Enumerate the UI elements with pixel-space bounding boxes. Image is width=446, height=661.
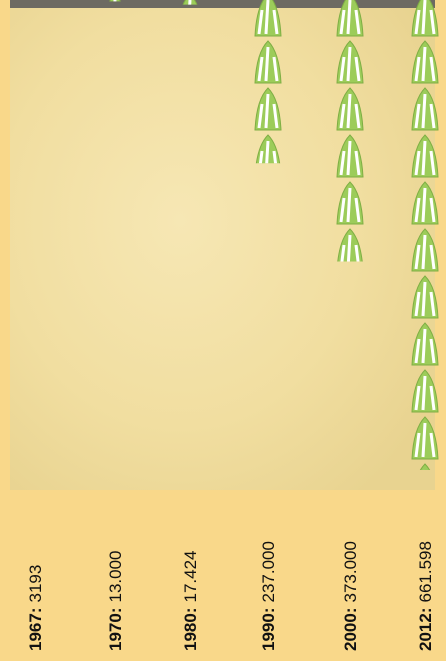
year-label: 1980:	[181, 608, 200, 651]
year-label: 1990:	[259, 608, 278, 651]
column-label: 1967: 3193	[26, 565, 45, 651]
top-strip	[10, 0, 435, 8]
year-label: 2012:	[416, 608, 435, 651]
value-label: 3193	[26, 565, 45, 603]
value-label: 17.424	[181, 551, 200, 603]
column-label: 1990: 237.000	[259, 541, 278, 651]
year-label: 2000:	[341, 608, 360, 651]
value-label: 661.598	[416, 541, 435, 602]
column-label: 1970: 13.000	[106, 551, 125, 651]
year-label: 1970:	[106, 608, 125, 651]
value-label: 13.000	[106, 551, 125, 603]
column-label: 2000: 373.000	[341, 541, 360, 651]
column-label: 2012: 661.598	[416, 541, 435, 651]
column-label: 1980: 17.424	[181, 551, 200, 651]
photo-panel	[10, 0, 435, 490]
year-label: 1967:	[26, 608, 45, 651]
value-label: 373.000	[341, 541, 360, 602]
value-label: 237.000	[259, 541, 278, 602]
chart: 1967: 3193 1970: 13.000 1980: 17.424 1990: 237.…	[0, 0, 446, 661]
